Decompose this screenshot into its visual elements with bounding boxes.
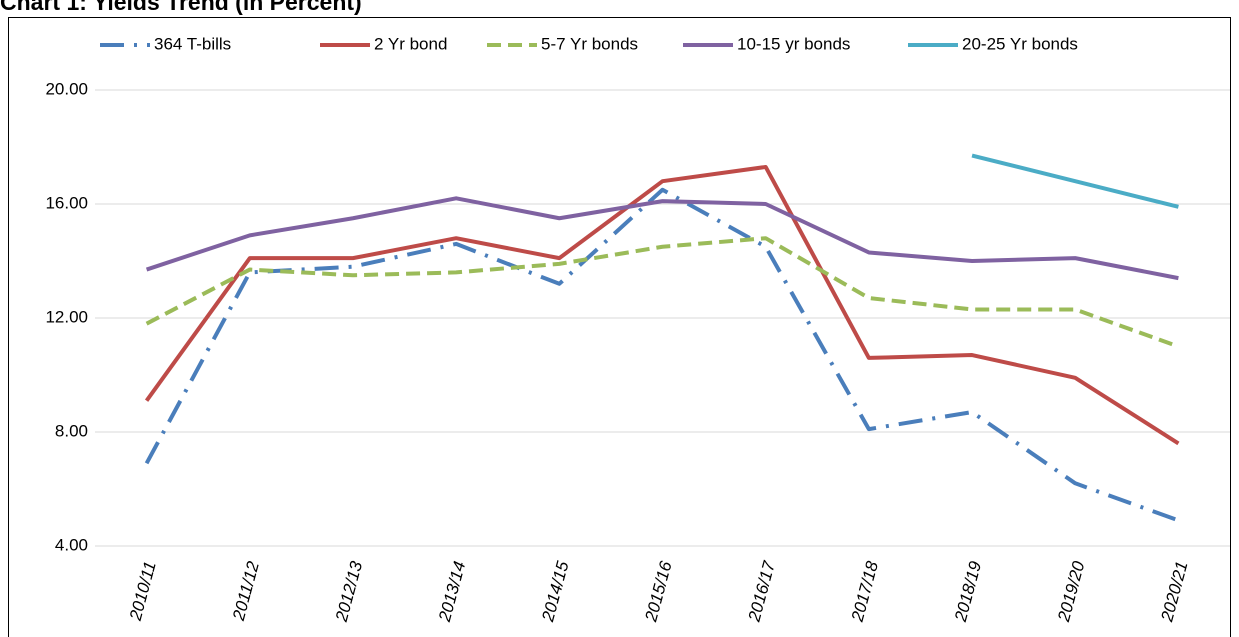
series-line (144, 187, 1180, 523)
chart-title: Chart 1: Yields Trend (in Percent) (0, 0, 362, 15)
y-tick-label: 12.00 (45, 307, 88, 326)
x-tick-label: 2017/18 (848, 559, 883, 625)
y-tick-label: 4.00 (55, 535, 88, 554)
series-line (145, 236, 1180, 349)
x-tick-label: 2012/13 (332, 559, 367, 625)
series-line (971, 153, 1179, 209)
x-tick-label: 2015/16 (641, 559, 676, 625)
x-tick-label: 2014/15 (538, 559, 573, 625)
legend-label: 5-7 Yr bonds (541, 34, 638, 53)
x-tick-label: 2020/21 (1157, 559, 1192, 624)
x-tick-label: 2010/11 (126, 559, 160, 623)
legend-label: 2 Yr bond (374, 34, 447, 53)
y-tick-label: 16.00 (45, 193, 88, 212)
y-tick-label: 8.00 (55, 421, 88, 440)
x-tick-label: 2016/17 (744, 559, 779, 625)
series-line (145, 196, 1179, 281)
x-tick-label: 2018/19 (951, 559, 986, 625)
legend-label: 364 T-bills (154, 34, 231, 53)
chart-frame (8, 17, 1231, 637)
series-line (144, 164, 1180, 446)
x-tick-label: 2013/14 (435, 559, 470, 624)
x-tick-label: 2019/20 (1054, 559, 1089, 625)
x-tick-label: 2011/12 (229, 559, 263, 624)
y-tick-label: 20.00 (45, 79, 88, 98)
legend-label: 20-25 Yr bonds (962, 34, 1078, 53)
legend-label: 10-15 yr bonds (737, 34, 850, 53)
